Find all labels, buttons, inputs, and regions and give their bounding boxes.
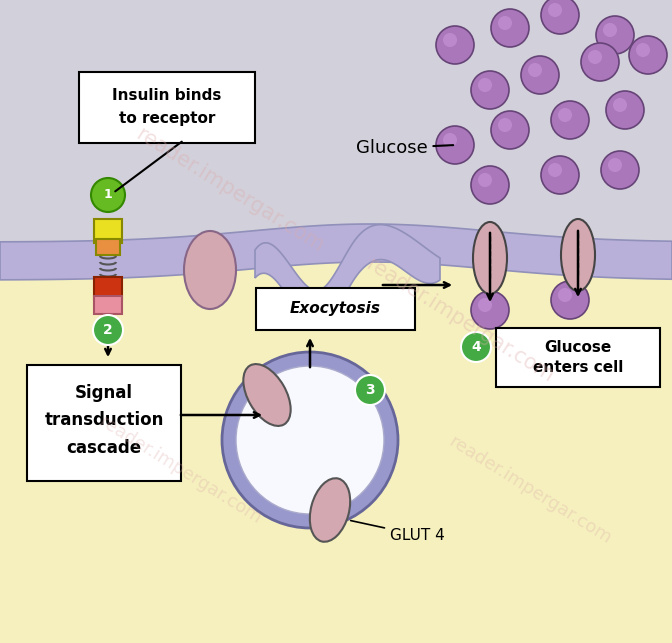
Circle shape bbox=[471, 166, 509, 204]
Text: Insulin binds: Insulin binds bbox=[112, 87, 222, 102]
Circle shape bbox=[521, 56, 559, 94]
Circle shape bbox=[93, 315, 123, 345]
Circle shape bbox=[548, 163, 562, 177]
Text: cascade: cascade bbox=[67, 439, 142, 457]
Circle shape bbox=[551, 281, 589, 319]
Circle shape bbox=[436, 26, 474, 64]
Circle shape bbox=[461, 332, 491, 362]
Text: reader.impergar.com: reader.impergar.com bbox=[362, 254, 558, 386]
Circle shape bbox=[558, 288, 572, 302]
Circle shape bbox=[478, 173, 492, 187]
Ellipse shape bbox=[561, 219, 595, 291]
FancyBboxPatch shape bbox=[96, 239, 120, 255]
FancyBboxPatch shape bbox=[27, 365, 181, 481]
Polygon shape bbox=[255, 224, 440, 329]
Circle shape bbox=[355, 375, 385, 405]
Text: Exocytosis: Exocytosis bbox=[290, 302, 381, 316]
FancyBboxPatch shape bbox=[94, 219, 122, 243]
Text: Glucose: Glucose bbox=[356, 139, 453, 157]
Circle shape bbox=[588, 50, 602, 64]
Polygon shape bbox=[0, 224, 672, 280]
Circle shape bbox=[443, 133, 457, 147]
Circle shape bbox=[498, 16, 512, 30]
Circle shape bbox=[601, 151, 639, 189]
FancyBboxPatch shape bbox=[256, 288, 415, 330]
Text: to receptor: to receptor bbox=[119, 111, 215, 125]
Text: enters cell: enters cell bbox=[533, 359, 623, 374]
Text: GLUT 4: GLUT 4 bbox=[351, 521, 445, 543]
Circle shape bbox=[596, 16, 634, 54]
FancyBboxPatch shape bbox=[94, 296, 122, 314]
Circle shape bbox=[581, 43, 619, 81]
Circle shape bbox=[471, 291, 509, 329]
Text: 4: 4 bbox=[471, 340, 481, 354]
Circle shape bbox=[222, 352, 398, 528]
Circle shape bbox=[629, 36, 667, 74]
Circle shape bbox=[443, 33, 457, 47]
Text: 1: 1 bbox=[103, 188, 112, 201]
FancyBboxPatch shape bbox=[496, 328, 660, 387]
Text: Signal: Signal bbox=[75, 384, 133, 402]
FancyBboxPatch shape bbox=[79, 72, 255, 143]
FancyBboxPatch shape bbox=[94, 277, 122, 299]
Circle shape bbox=[471, 71, 509, 109]
Ellipse shape bbox=[473, 222, 507, 294]
Circle shape bbox=[491, 111, 529, 149]
Circle shape bbox=[551, 101, 589, 139]
Ellipse shape bbox=[184, 231, 236, 309]
Circle shape bbox=[603, 23, 617, 37]
Text: transduction: transduction bbox=[44, 411, 164, 429]
Circle shape bbox=[528, 63, 542, 77]
Circle shape bbox=[436, 126, 474, 164]
Text: 2: 2 bbox=[103, 323, 113, 337]
Circle shape bbox=[613, 98, 627, 112]
Text: reader.impergar.com: reader.impergar.com bbox=[95, 412, 265, 527]
Circle shape bbox=[606, 91, 644, 129]
Circle shape bbox=[636, 43, 650, 57]
Circle shape bbox=[478, 78, 492, 92]
Circle shape bbox=[541, 0, 579, 34]
Bar bbox=[0, 260, 672, 643]
Circle shape bbox=[548, 3, 562, 17]
Ellipse shape bbox=[243, 364, 291, 426]
Ellipse shape bbox=[310, 478, 350, 542]
Circle shape bbox=[541, 156, 579, 194]
Circle shape bbox=[236, 366, 384, 514]
Text: reader.impergar.com: reader.impergar.com bbox=[446, 433, 615, 548]
Text: reader.impergar.com: reader.impergar.com bbox=[132, 124, 327, 256]
Text: 3: 3 bbox=[365, 383, 375, 397]
Circle shape bbox=[558, 108, 572, 122]
Circle shape bbox=[608, 158, 622, 172]
Circle shape bbox=[498, 118, 512, 132]
Circle shape bbox=[491, 9, 529, 47]
Circle shape bbox=[91, 178, 125, 212]
Circle shape bbox=[478, 298, 492, 312]
Text: Glucose: Glucose bbox=[544, 340, 612, 354]
